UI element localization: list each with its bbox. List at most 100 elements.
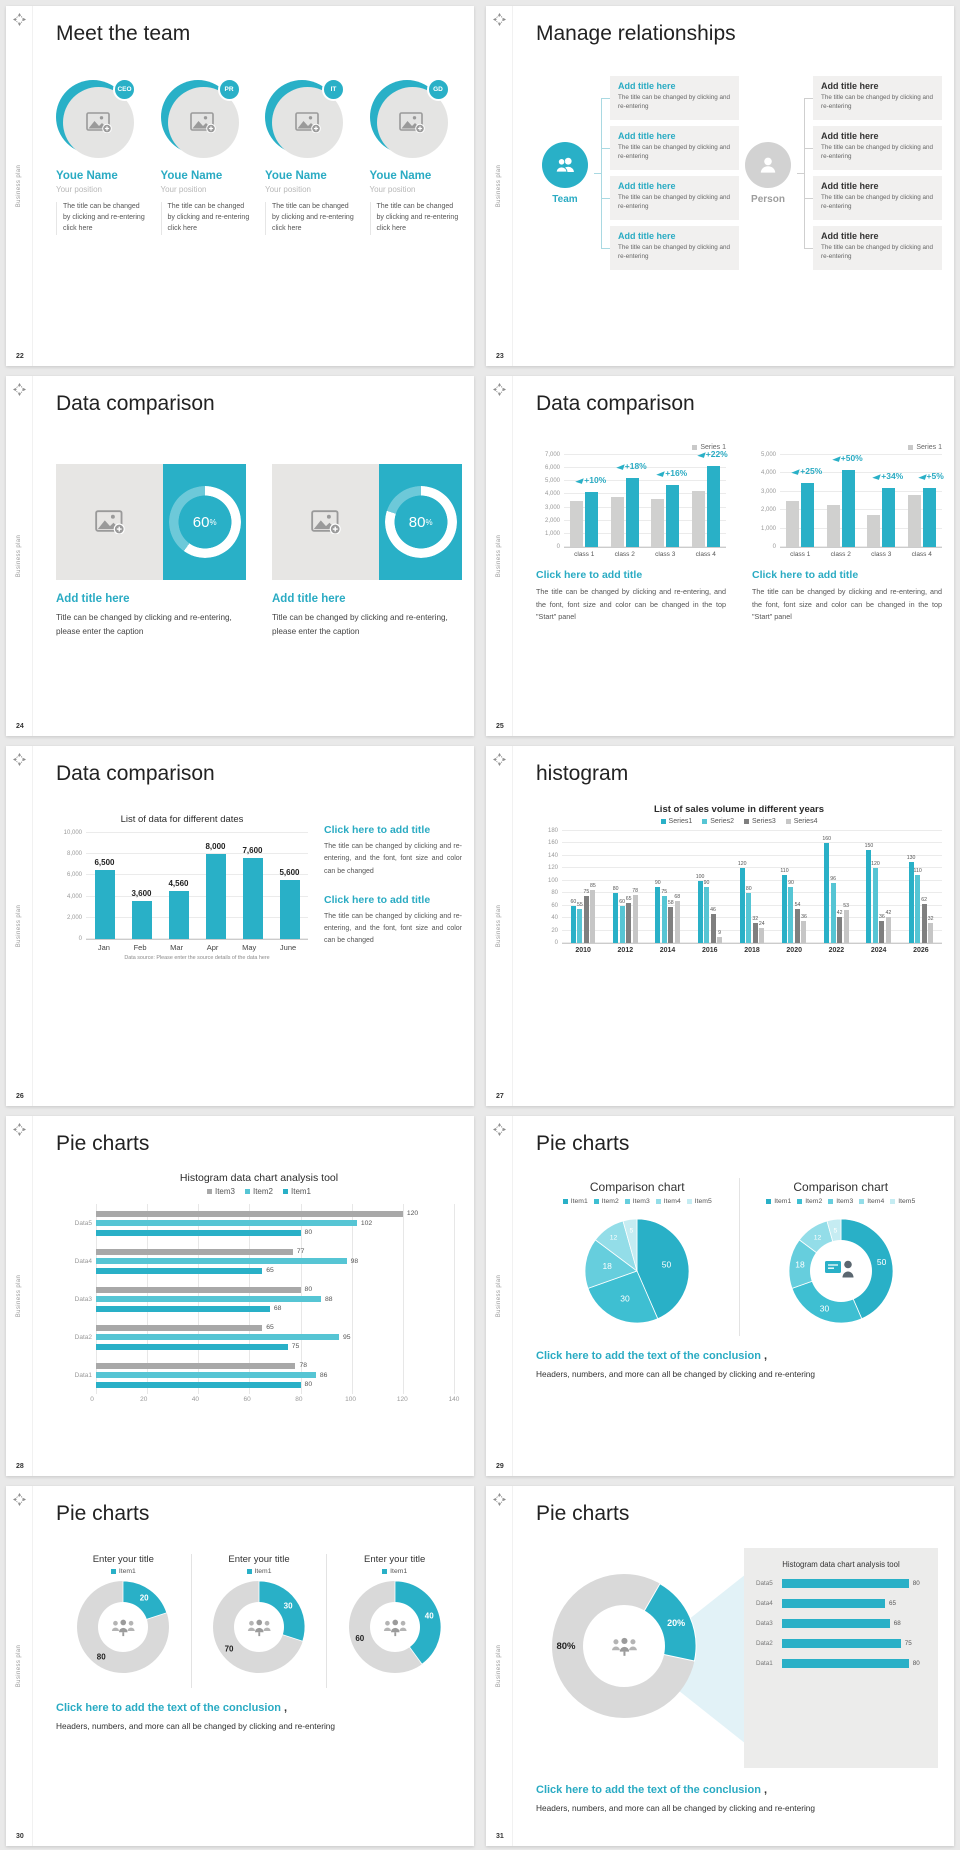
group-icon-column: Team	[536, 76, 594, 270]
flag-marker-icon	[917, 472, 927, 481]
legend-swatch	[244, 1189, 250, 1194]
panel-bar-track: 68	[782, 1619, 926, 1628]
percent-ring: 60%	[168, 486, 241, 558]
vertical-gridline	[454, 1204, 455, 1394]
sidebar-divider-line	[32, 1486, 33, 1846]
chart-and-text-row: List of data for different dates 10,000 8,…	[56, 814, 462, 964]
chart-gridline	[562, 879, 942, 881]
slide-content: Series 1 7,000 6,000 5,000 4,000 3,000 2,000 1,…	[520, 428, 944, 716]
slide-30-pie-charts[interactable]: Pie charts Enter your title Item1 20 80 Ente…	[6, 1486, 474, 1846]
bar-group: 5,600	[279, 868, 300, 939]
chart-gridline	[780, 490, 942, 492]
chart-gridline	[562, 929, 942, 931]
team-member[interactable]: IT Youe Name Your position The title can be…	[265, 78, 358, 235]
team-member[interactable]: GD Youe Name Your position The title can be…	[369, 78, 463, 235]
bar-pair-group: +16%	[651, 468, 687, 547]
bar-value-label: 55	[576, 901, 583, 908]
team-member[interactable]: PR Youe Name Your position The title can be…	[160, 78, 254, 235]
image-placeholder-icon	[294, 112, 321, 134]
slide-29-pie-charts[interactable]: Pie charts Comparison chart Item1 Item2 Ite…	[486, 1116, 954, 1476]
conclusion-title: Click here to add the text of the conclu…	[536, 1350, 761, 1362]
chart-gridline	[86, 916, 308, 918]
relationship-box[interactable]: Add title here The title can be changed b…	[610, 76, 739, 120]
slide-content: List of data for different dates 10,000 8,…	[40, 798, 462, 1086]
bar-value-label: 6,500	[94, 858, 115, 868]
gray-bar	[907, 494, 921, 547]
slide-27-histogram[interactable]: histogram List of sales volume in differ…	[486, 746, 954, 1106]
person-icon	[760, 157, 776, 173]
chart-gridline	[564, 493, 726, 495]
category-label: Data5	[74, 1219, 92, 1227]
slide-25-data-comparison[interactable]: Data comparison Series 1 7,000 6,000 5,000 4…	[486, 376, 954, 736]
relationship-box[interactable]: Add title here The title can be changed b…	[813, 126, 942, 170]
data-card[interactable]: 80% Add title here Title can be changed by…	[272, 464, 462, 638]
team-member[interactable]: CEO Youe Name Your position The title can b…	[56, 78, 149, 235]
relationship-box[interactable]: Add title here The title can be changed b…	[610, 226, 739, 270]
text-block-title[interactable]: Click here to add title	[324, 824, 431, 836]
bar-value-label: 75	[583, 889, 590, 896]
growth-value: +5%	[926, 471, 944, 482]
relationship-box[interactable]: Add title here The title can be changed b…	[813, 226, 942, 270]
category-axis: class 1 class 2 class 3 class 4	[780, 547, 942, 558]
series-bar: 58	[668, 900, 674, 943]
bar-row: 78	[96, 1362, 454, 1369]
y-axis-tick: 1,000	[760, 525, 776, 532]
relationship-box[interactable]: Add title here The title can be changed b…	[813, 176, 942, 220]
legend-item: Item4	[859, 1198, 884, 1205]
conclusion-heading[interactable]: Click here to add the text of the conclu…	[56, 1698, 462, 1716]
legend-item: Series2	[702, 818, 734, 825]
slide-22-meet-the-team[interactable]: Meet the team CEO Youe Name Your position T…	[6, 6, 474, 366]
member-role-badge: PR	[217, 78, 241, 101]
slide-content: Enter your title Item1 20 80 Enter your titl…	[40, 1538, 462, 1826]
bar-value-label: 95	[342, 1333, 351, 1341]
bar-row: 120	[96, 1210, 454, 1217]
series-bar: 78	[632, 888, 638, 943]
legend-label: Item1	[390, 1568, 408, 1575]
month-label: May	[242, 943, 257, 952]
series-bar: 36	[879, 914, 885, 943]
chart-caption-title[interactable]: Click here to add title	[752, 569, 859, 581]
teal-bar	[625, 478, 639, 547]
series-bar: 75	[661, 889, 667, 943]
x-tick-label: 120	[396, 1396, 408, 1403]
bar-row: 95	[96, 1334, 454, 1341]
relationship-box[interactable]: Add title here The title can be changed b…	[610, 126, 739, 170]
plot-area: 180 160 140 120 100 80 60 40 20 0 60 55 75 85 80 60 65 78…	[548, 828, 942, 946]
bar-value-label: 77	[296, 1248, 305, 1255]
box-body: The title can be changed by clicking and…	[821, 244, 934, 261]
text-block-title[interactable]: Click here to add title	[324, 893, 431, 906]
series-bar: 130	[907, 855, 915, 943]
bar-value-label: 90	[654, 880, 661, 886]
y-axis-tick: 8,000	[66, 851, 82, 858]
conclusion-heading[interactable]: Click here to add the text of the conclu…	[536, 1780, 942, 1798]
y-axis-tick: 4,000	[760, 470, 776, 477]
y-axis-tick: 60	[551, 902, 558, 909]
box-title: Add title here	[821, 131, 879, 141]
legend-swatch	[692, 445, 698, 450]
slide-28-pie-charts[interactable]: Pie charts Histogram data chart analysis…	[6, 1116, 474, 1476]
category-axis: class 1 class 2 class 3 class 4	[564, 547, 726, 558]
bar-value-label: 46	[710, 907, 716, 914]
slide-content: Histogram data chart analysis tool Item3 I…	[40, 1168, 462, 1456]
slide-23-manage-relationships[interactable]: Manage relationships Team Add title here T…	[486, 6, 954, 366]
legend-swatch	[766, 1199, 772, 1204]
sidebar-vertical-label: Business plan	[16, 904, 22, 948]
category-label: Data1	[74, 1371, 92, 1379]
data-card[interactable]: 60% Add title here Title can be changed by…	[56, 464, 246, 638]
relationship-box[interactable]: Add title here The title can be changed b…	[610, 176, 739, 220]
bar-value-label: 96	[830, 876, 837, 883]
x-tick-label: 20	[140, 1396, 148, 1403]
legend-label: Item2	[601, 1198, 619, 1205]
chart-caption-title[interactable]: Click here to add title	[536, 569, 643, 581]
slide-26-data-comparison[interactable]: Data comparison List of data for differe…	[6, 746, 474, 1106]
chart-legend: Item1	[192, 1568, 327, 1575]
slide-31-pie-charts[interactable]: Pie charts 20% 80% Histogram data chart an…	[486, 1486, 954, 1846]
legend-swatch	[828, 1199, 834, 1204]
relationship-box[interactable]: Add title here The title can be changed b…	[813, 76, 942, 120]
card-body: Title can be changed by clicking and re-…	[272, 613, 448, 636]
conclusion-heading[interactable]: Click here to add the text of the conclu…	[536, 1346, 942, 1364]
slide-title: Pie charts	[56, 1132, 150, 1155]
gray-bar	[786, 501, 800, 547]
slide-24-data-comparison[interactable]: Data comparison 60% Add title here Title c…	[6, 376, 474, 736]
chart-legend: Series1 Series2 Series3 Series4	[536, 818, 942, 825]
